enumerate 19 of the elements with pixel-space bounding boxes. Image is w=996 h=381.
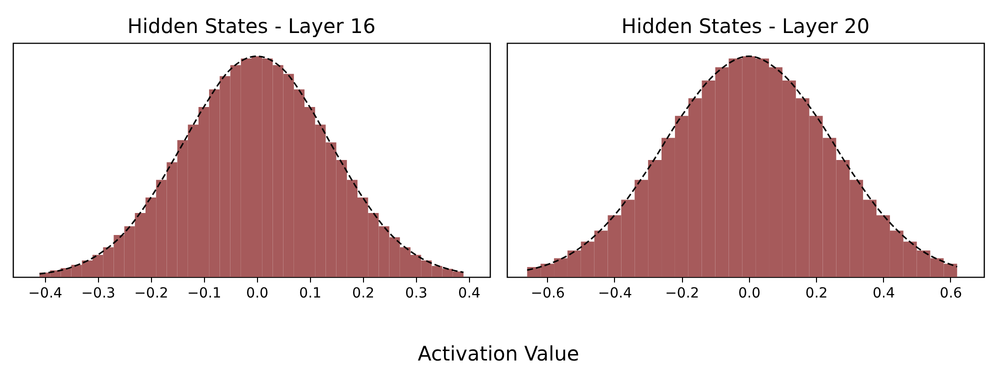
x-tick-label: 0.4 <box>458 286 481 302</box>
x-tick-label: 0.4 <box>872 286 895 302</box>
x-tick-label: 0.2 <box>805 286 828 302</box>
x-tick-label: 0.3 <box>405 286 428 302</box>
x-tick-label: 0.1 <box>299 286 322 302</box>
x-tick-label: 0.0 <box>246 286 268 302</box>
chart-title: Hidden States - Layer 16 <box>127 14 376 38</box>
x-tick-label: −0.2 <box>665 286 700 302</box>
x-tick-label: −0.4 <box>28 286 62 302</box>
x-tick-label: −0.2 <box>134 286 168 302</box>
x-tick-label: −0.3 <box>81 286 116 302</box>
x-tick-label: 0.6 <box>940 286 962 302</box>
x-tick-label: −0.4 <box>598 286 632 302</box>
x-tick-label: 0.0 <box>738 286 760 302</box>
x-tick-label: 0.2 <box>352 286 374 302</box>
x-tick-label: −0.1 <box>187 286 222 302</box>
x-tick-label: −0.6 <box>530 286 565 302</box>
chart-title: Hidden States - Layer 20 <box>621 14 870 38</box>
x-axis-title: Activation Value <box>418 342 580 366</box>
